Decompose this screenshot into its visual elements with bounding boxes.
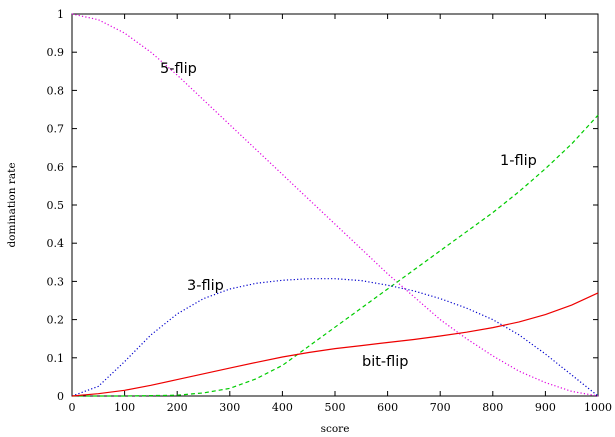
axis-ticks: 0 100 200 300 400 500 600 700 800 900 1000 0 0.1 0.2 0…: [47, 8, 613, 414]
x-tick-label: 800: [482, 401, 503, 414]
x-tick-label: 900: [535, 401, 556, 414]
x-tick-label: 400: [272, 401, 293, 414]
series-line-bit-flip: [72, 293, 598, 396]
series-curves: [72, 14, 598, 396]
y-tick-label: 0.7: [47, 123, 65, 136]
y-tick-label: 0.3: [47, 275, 65, 288]
x-axis-title: score: [321, 423, 350, 435]
y-tick-label: 0.9: [47, 46, 65, 59]
y-tick-label: 0.1: [47, 352, 65, 365]
series-label-5-flip: 5-flip: [160, 61, 197, 77]
x-tick-label: 200: [167, 401, 188, 414]
x-tick-label: 100: [114, 401, 135, 414]
plot-frame: [72, 14, 598, 396]
x-tick-label: 500: [325, 401, 346, 414]
y-tick-label: 0.4: [47, 237, 65, 250]
y-axis-title: domination rate: [6, 162, 18, 247]
x-tick-label: 600: [377, 401, 398, 414]
x-tick-label: 300: [219, 401, 240, 414]
y-tick-label: 0.5: [47, 199, 65, 212]
series-line-5-flip: [72, 14, 598, 396]
y-tick-label: 0: [57, 390, 64, 403]
y-tick-label: 1: [57, 8, 64, 21]
x-tick-label: 0: [69, 401, 76, 414]
y-tick-label: 0.2: [47, 314, 65, 327]
series-label-bit-flip: bit-flip: [362, 354, 409, 370]
series-label-3-flip: 3-flip: [187, 278, 224, 294]
series-line-3-flip: [72, 279, 598, 396]
y-tick-label: 0.8: [47, 84, 65, 97]
y-tick-label: 0.6: [47, 161, 65, 174]
x-tick-label: 1000: [584, 401, 612, 414]
series-label-1-flip: 1-flip: [500, 153, 537, 169]
x-tick-label: 700: [430, 401, 451, 414]
